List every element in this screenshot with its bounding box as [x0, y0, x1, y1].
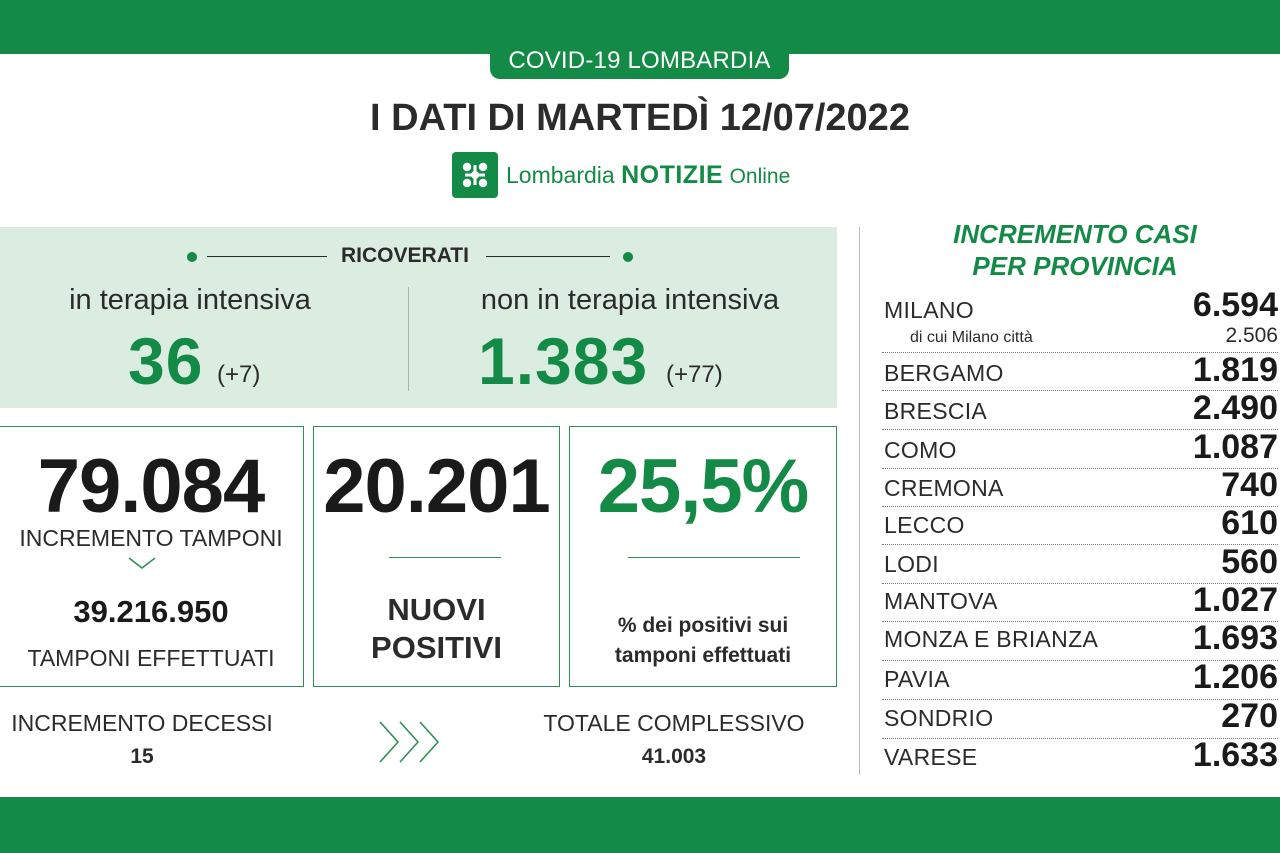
percentuale-label-line-2: tamponi effettuati [614, 644, 792, 667]
non-intensiva-label: non in terapia intensiva [480, 284, 780, 316]
province-title-line-1: INCREMENTO CASI [953, 219, 1197, 249]
positivi-label-line-2: POSITIVI [371, 630, 502, 665]
province-row: COMO 1.087 [882, 428, 1278, 469]
province-name: MONZA E BRIANZA [884, 626, 1099, 652]
percentuale-label-line-1: % dei positivi sui [617, 614, 789, 637]
lombardia-rose-icon [452, 152, 498, 198]
ricoverati-title: RICOVERATI [341, 244, 469, 267]
positivi-value: 20.201 [323, 444, 550, 529]
page-title: I DATI DI MARTEDÌ 12/07/2022 [370, 97, 910, 139]
ricoverati-rule-left [207, 256, 327, 257]
province-row: LECCO 610 [882, 504, 1278, 545]
positivi-rule [389, 557, 501, 558]
province-title: INCREMENTO CASI PER PROVINCIA [900, 218, 1250, 282]
brand-part-2: NOTIZIE [621, 160, 724, 189]
province-value: 560 [1221, 543, 1278, 581]
tamponi-label: INCREMENTO TAMPONI [19, 525, 283, 551]
non-intensiva-value: 1.383 [478, 324, 649, 398]
province-value: 2.490 [1192, 389, 1278, 427]
province-value: 1.633 [1192, 736, 1278, 774]
province-name: BRESCIA [884, 398, 988, 424]
positivi-label-line-1: NUOVI [387, 592, 486, 627]
intensiva-value: 36 [128, 324, 204, 398]
bottom-band [0, 797, 1280, 853]
province-name: MANTOVA [884, 588, 998, 614]
province-name: LECCO [884, 512, 965, 538]
ricoverati-dot-left [187, 252, 197, 262]
intensiva-delta: (+7) [217, 361, 261, 388]
province-row: LODI 560 [882, 543, 1278, 584]
triple-chevron-right-icon [378, 718, 444, 771]
province-value: 610 [1221, 504, 1278, 542]
province-name: VARESE [884, 744, 978, 770]
totale-label: TOTALE COMPLESSIVO [543, 710, 805, 736]
region-pill: COVID-19 LOMBARDIA [490, 43, 789, 79]
chevron-down-icon [127, 555, 157, 576]
province-name: MILANO [884, 297, 974, 323]
province-row: CREMONA 740 [882, 466, 1278, 507]
non-intensiva-delta: (+77) [666, 361, 723, 388]
positivi-box: 20.201 NUOVI POSITIVI [313, 426, 560, 687]
intensiva-label: in terapia intensiva [69, 284, 311, 316]
province-row: BERGAMO 1.819 [882, 351, 1278, 391]
percentuale-value: 25,5% [597, 444, 810, 529]
ricoverati-rule-right [486, 256, 610, 257]
province-value: 1.693 [1192, 619, 1278, 657]
province-value: 270 [1221, 697, 1278, 735]
brand-part-3: Online [729, 164, 791, 188]
province-name: SONDRIO [884, 705, 994, 731]
province-row: MILANO 6.594 di cui Milano città 2.506 [882, 286, 1278, 353]
province-row: VARESE 1.633 [882, 736, 1278, 777]
province-name: BERGAMO [884, 360, 1004, 386]
tamponi-box: 79.084 INCREMENTO TAMPONI 39.216.950 TAM… [0, 426, 304, 687]
province-value: 1.027 [1192, 581, 1278, 619]
province-title-line-2: PER PROVINCIA [972, 251, 1178, 281]
percentuale-label: % dei positivi sui tamponi effettuati [570, 611, 836, 671]
ricoverati-dot-right [623, 252, 633, 262]
ricoverati-panel: RICOVERATI in terapia intensiva 36 (+7) … [0, 227, 837, 408]
province-row: MANTOVA 1.027 [882, 581, 1278, 622]
province-value: 1.087 [1192, 428, 1278, 466]
province-name: COMO [884, 437, 957, 463]
percentuale-rule [628, 557, 800, 558]
tamponi-value: 79.084 [37, 444, 265, 529]
column-divider [859, 227, 860, 775]
province-row: PAVIA 1.206 [882, 658, 1278, 700]
totale-value: 41.003 [641, 745, 707, 768]
province-name: LODI [884, 551, 939, 577]
province-value: 6.594 [1192, 286, 1278, 324]
ricoverati-separator [408, 287, 409, 391]
province-value: 1.819 [1192, 351, 1278, 389]
province-value: 1.206 [1192, 658, 1278, 696]
brand-logo-block: Lombardia NOTIZIE Online [452, 152, 790, 198]
positivi-label: NUOVI POSITIVI [314, 591, 559, 667]
province-value: 740 [1221, 466, 1278, 504]
milano-citta-label: di cui Milano città [910, 329, 1033, 346]
tamponi-total-label: TAMPONI EFFETTUATI [27, 645, 275, 671]
province-row: MONZA E BRIANZA 1.693 [882, 619, 1278, 661]
brand-part-1: Lombardia [506, 161, 615, 188]
tamponi-total: 39.216.950 [73, 594, 229, 629]
province-name: PAVIA [884, 666, 950, 692]
milano-citta-value: 2.506 [1225, 324, 1278, 347]
percentuale-box: 25,5% % dei positivi sui tamponi effettu… [569, 426, 837, 687]
province-row: BRESCIA 2.490 [882, 389, 1278, 430]
province-name: CREMONA [884, 475, 1004, 501]
brand-name: Lombardia NOTIZIE Online [506, 161, 790, 190]
province-row: SONDRIO 270 [882, 697, 1278, 739]
decessi-label: INCREMENTO DECESSI [11, 710, 273, 736]
decessi-value: 15 [130, 745, 154, 768]
